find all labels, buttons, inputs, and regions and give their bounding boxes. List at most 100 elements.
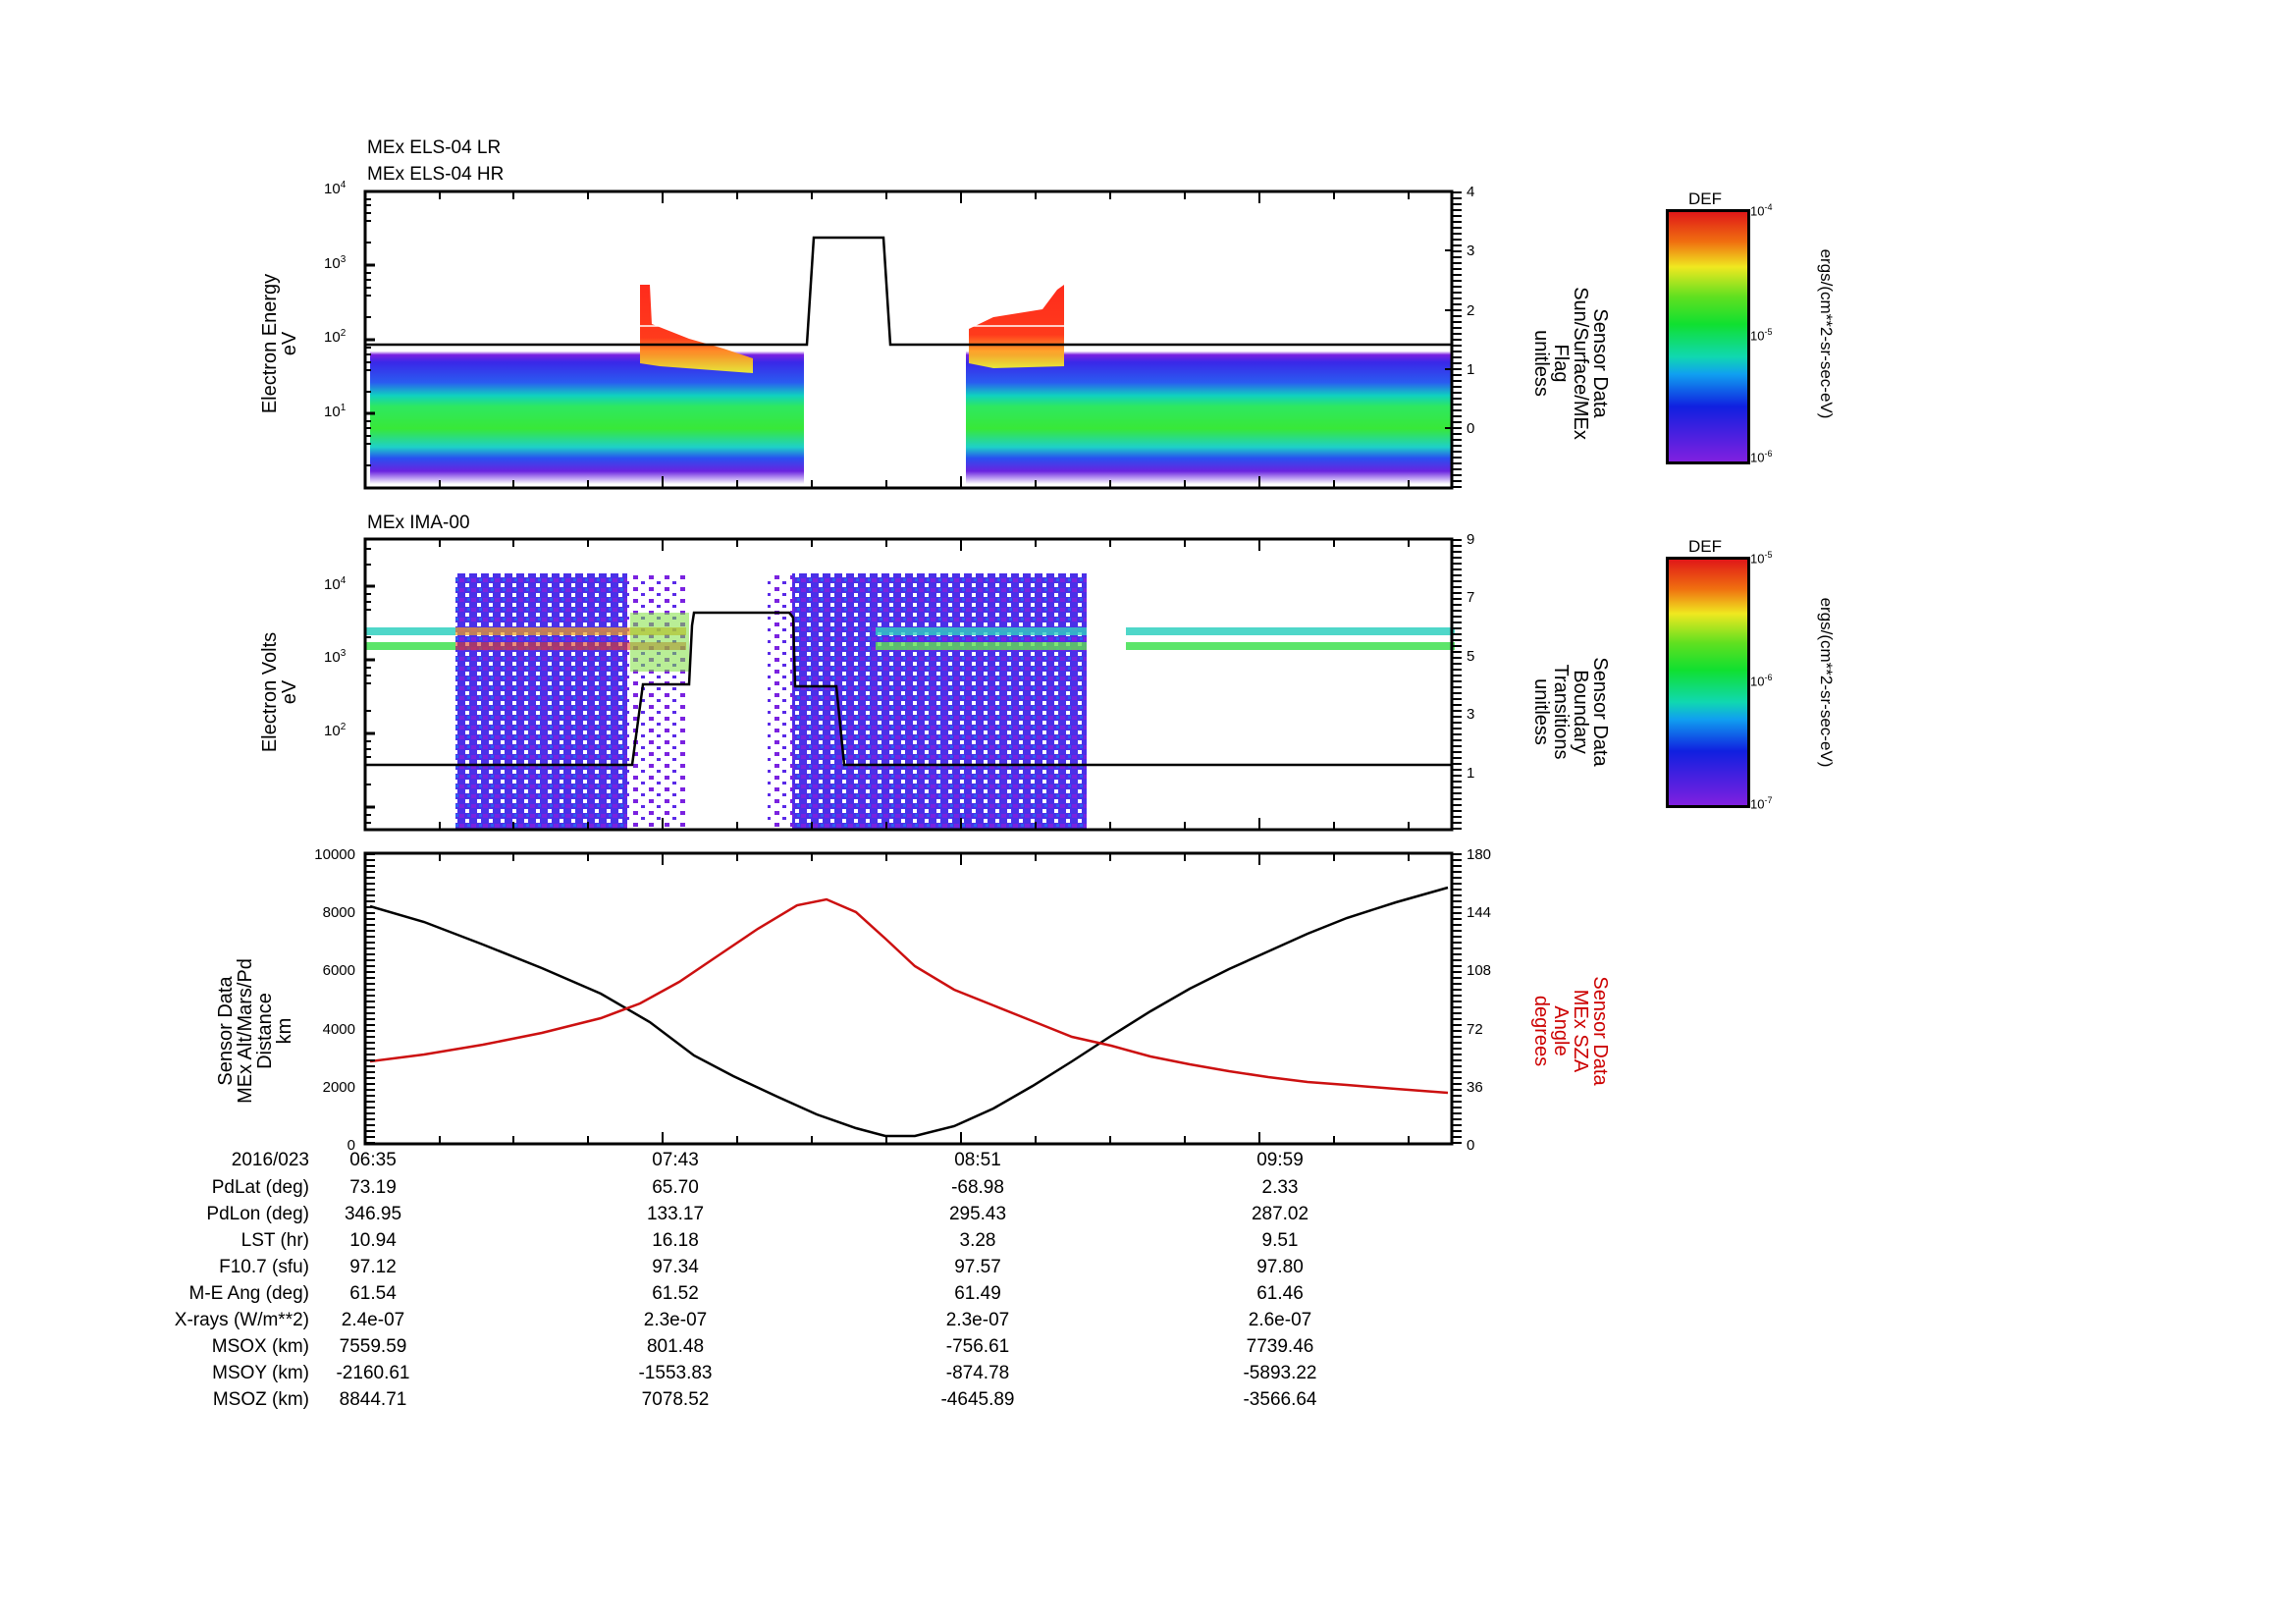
cbar2-gradient (1666, 557, 1750, 808)
panel3-ytick: 10000 (314, 846, 355, 863)
table-cell: 801.48 (646, 1336, 705, 1357)
cbar1-title: DEF (1688, 189, 1722, 208)
panel1-ytick-1e3: 103 (324, 254, 347, 272)
table-cell: 7739.46 (1246, 1336, 1314, 1357)
table-cell: 97.34 (652, 1257, 699, 1277)
panel3-ytick: 6000 (322, 962, 355, 979)
table-cell: -756.61 (945, 1336, 1010, 1357)
panel3-ytick: 0 (347, 1137, 355, 1154)
panel1-ylabel: Electron Energy eV (259, 273, 300, 414)
table-cell: -3566.64 (1243, 1389, 1317, 1410)
table-cell: 295.43 (948, 1204, 1007, 1224)
panel2-y2tick: 1 (1467, 765, 1475, 782)
panel2-plot (363, 537, 1457, 832)
panel1-y2tick: 0 (1467, 420, 1475, 437)
panel2-y2tick: 3 (1467, 706, 1475, 723)
panel1-ytick-1e2: 102 (324, 328, 347, 346)
panel1-title-hr: MEx ELS-04 HR (367, 164, 505, 185)
panel3-ylabel: Sensor Data MEx Alt/Mars/Pd Distance km (215, 958, 295, 1104)
table-cell: 61.52 (652, 1283, 699, 1304)
table-row-label: X-rays (W/m**2) (174, 1310, 309, 1330)
table-time: 09:59 (1256, 1150, 1304, 1170)
table-cell: 61.49 (954, 1283, 1001, 1304)
panel3-y2tick: 144 (1467, 904, 1492, 921)
table-cell: -5893.22 (1243, 1363, 1317, 1383)
table-cell: 2.3e-07 (643, 1310, 708, 1330)
table-cell: -874.78 (945, 1363, 1010, 1383)
panel1-plot (363, 189, 1457, 490)
table-cell: 8844.71 (339, 1389, 407, 1410)
table-cell: -4645.89 (940, 1389, 1015, 1410)
table-cell: 97.80 (1256, 1257, 1304, 1277)
cbar1-tick-top: 10-4 (1750, 202, 1773, 219)
panel3-ytick: 8000 (322, 904, 355, 921)
panel2-y2label: Sensor Data Boundary Transitions unitless (1530, 657, 1611, 767)
table-row-label: M-E Ang (deg) (188, 1283, 310, 1304)
panel3-y2tick: 180 (1467, 846, 1492, 863)
table-cell: 3.28 (959, 1230, 996, 1251)
cbar2-tick-mid: 10-6 (1750, 673, 1773, 689)
table-cell: -2160.61 (336, 1363, 410, 1383)
panel3-y2tick: 108 (1467, 962, 1492, 979)
panel3-y2-minor-ticks (1452, 853, 1462, 1144)
cbar1-gradient (1666, 209, 1750, 464)
panel1-ytick-1e4: 104 (324, 180, 347, 197)
altitude-line (369, 886, 1449, 1138)
table-time: 06:35 (349, 1150, 397, 1170)
table-row-label: MSOX (km) (211, 1336, 309, 1357)
panel1-y2tick: 2 (1467, 302, 1475, 319)
table-cell: 10.94 (349, 1230, 397, 1251)
panel3-y2label: Sensor Data MEx SZA Angle degrees (1530, 976, 1611, 1086)
table-cell: 16.18 (652, 1230, 699, 1251)
table-row-label: LST (hr) (240, 1230, 309, 1251)
table-cell: 2.33 (1261, 1177, 1299, 1198)
table-row-label: F10.7 (sfu) (219, 1257, 309, 1277)
table-cell: 65.70 (652, 1177, 699, 1198)
table-cell: 2.3e-07 (945, 1310, 1010, 1330)
table-cell: 7078.52 (641, 1389, 710, 1410)
table-cell: 2.4e-07 (341, 1310, 405, 1330)
sza-line (369, 897, 1449, 1095)
table-time: 07:43 (652, 1150, 699, 1170)
table-cell: 97.12 (349, 1257, 397, 1277)
table-cell: 73.19 (349, 1177, 397, 1198)
panel2-ylabel: Electron Volts eV (259, 631, 300, 753)
panel2-ytick-1e4: 104 (324, 575, 347, 593)
table-cell: 61.46 (1256, 1283, 1304, 1304)
table-cell: 7559.59 (339, 1336, 407, 1357)
panel1-y2tick: 4 (1467, 184, 1475, 200)
table-row-label: PdLat (deg) (211, 1177, 309, 1198)
table-cell: 2.6e-07 (1248, 1310, 1312, 1330)
panel2-y2tick: 9 (1467, 531, 1475, 548)
table-cell: 9.51 (1261, 1230, 1299, 1251)
panel3-y2tick: 0 (1467, 1137, 1475, 1154)
table-cell: 346.95 (344, 1204, 402, 1224)
table-row-label: MSOZ (km) (212, 1389, 309, 1410)
cbar1-unit: ergs/(cm**2-sr-sec-eV) (1817, 248, 1836, 419)
table-row-label: PdLon (deg) (206, 1204, 309, 1224)
panel1-y2-minor-ticks (1452, 191, 1462, 488)
cbar2-unit: ergs/(cm**2-sr-sec-eV) (1817, 597, 1836, 768)
panel1-y2tick: 1 (1467, 361, 1475, 378)
table-date: 2016/023 (231, 1150, 309, 1170)
panel1-title-lr: MEx ELS-04 LR (367, 137, 502, 158)
panel3-y-minor-ticks (365, 853, 375, 1144)
cbar2-tick-bot: 10-7 (1750, 795, 1773, 812)
table-cell: 61.54 (349, 1283, 397, 1304)
panel3-y2tick: 72 (1467, 1021, 1483, 1038)
panel1-ytick-1e1: 101 (324, 403, 347, 420)
panel3-ytick: 4000 (322, 1021, 355, 1038)
panel2-y2tick: 7 (1467, 589, 1475, 606)
table-time: 08:51 (954, 1150, 1001, 1170)
panel2-y2tick: 5 (1467, 648, 1475, 665)
panel2-y2-minor-ticks (1452, 539, 1462, 830)
cbar1-tick-mid: 10-5 (1750, 327, 1773, 344)
cbar2-title: DEF (1688, 537, 1722, 556)
cbar2-tick-top: 10-5 (1750, 550, 1773, 567)
panel3-ytick: 2000 (322, 1079, 355, 1096)
table-cell: -68.98 (951, 1177, 1004, 1198)
table-cell: 287.02 (1251, 1204, 1309, 1224)
panel2-title: MEx IMA-00 (367, 513, 470, 533)
cbar1-tick-bot: 10-6 (1750, 449, 1773, 465)
table-cell: -1553.83 (638, 1363, 713, 1383)
